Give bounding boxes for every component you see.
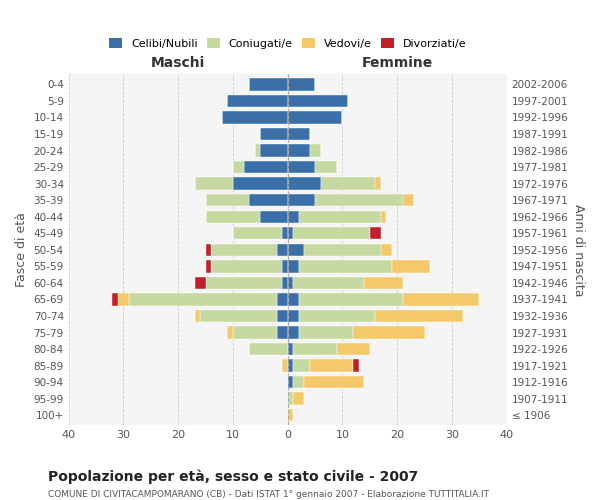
Bar bbox=[293, 227, 370, 239]
Bar bbox=[287, 194, 315, 206]
Bar bbox=[381, 244, 392, 256]
Bar bbox=[282, 360, 287, 372]
Bar bbox=[277, 326, 287, 338]
Bar bbox=[353, 326, 425, 338]
Bar bbox=[364, 276, 403, 289]
Bar bbox=[287, 210, 299, 223]
Bar bbox=[299, 210, 381, 223]
Text: COMUNE DI CIVITACAMPOMARANO (CB) - Dati ISTAT 1° gennaio 2007 - Elaborazione TUT: COMUNE DI CIVITACAMPOMARANO (CB) - Dati … bbox=[48, 490, 489, 499]
Bar bbox=[129, 293, 277, 306]
Bar bbox=[118, 293, 129, 306]
Bar bbox=[211, 244, 277, 256]
Bar bbox=[293, 360, 310, 372]
Bar bbox=[293, 376, 304, 388]
Bar bbox=[299, 310, 376, 322]
Bar bbox=[260, 128, 287, 140]
Text: Maschi: Maschi bbox=[151, 56, 205, 70]
Bar bbox=[392, 260, 430, 272]
Bar bbox=[299, 260, 392, 272]
Text: Femmine: Femmine bbox=[362, 56, 433, 70]
Bar bbox=[200, 310, 277, 322]
Bar bbox=[222, 112, 287, 124]
Bar bbox=[304, 376, 364, 388]
Bar bbox=[381, 210, 386, 223]
Text: Popolazione per età, sesso e stato civile - 2007: Popolazione per età, sesso e stato civil… bbox=[48, 470, 418, 484]
Bar bbox=[255, 144, 260, 157]
Bar bbox=[250, 78, 287, 90]
Bar bbox=[233, 178, 287, 190]
Bar bbox=[315, 194, 403, 206]
Bar bbox=[320, 178, 376, 190]
Bar bbox=[293, 343, 337, 355]
Bar bbox=[244, 161, 287, 173]
Bar bbox=[233, 326, 277, 338]
Bar bbox=[287, 409, 293, 422]
Bar bbox=[370, 227, 381, 239]
Bar bbox=[287, 95, 348, 107]
Bar bbox=[282, 260, 287, 272]
Y-axis label: Fasce di età: Fasce di età bbox=[15, 212, 28, 288]
Bar bbox=[353, 360, 359, 372]
Bar bbox=[282, 276, 287, 289]
Bar bbox=[250, 194, 287, 206]
Bar bbox=[211, 260, 282, 272]
Bar bbox=[287, 161, 315, 173]
Bar bbox=[206, 244, 211, 256]
Bar bbox=[260, 210, 287, 223]
Bar bbox=[194, 310, 200, 322]
Bar bbox=[194, 178, 233, 190]
Bar bbox=[287, 128, 310, 140]
Bar bbox=[310, 144, 320, 157]
Bar bbox=[403, 194, 413, 206]
Bar bbox=[206, 210, 260, 223]
Bar bbox=[304, 244, 381, 256]
Bar bbox=[299, 293, 403, 306]
Legend: Celibi/Nubili, Coniugati/e, Vedovi/e, Divorziati/e: Celibi/Nubili, Coniugati/e, Vedovi/e, Di… bbox=[106, 34, 470, 52]
Bar bbox=[227, 95, 287, 107]
Bar bbox=[277, 310, 287, 322]
Bar bbox=[287, 293, 299, 306]
Bar bbox=[403, 293, 479, 306]
Y-axis label: Anni di nascita: Anni di nascita bbox=[572, 204, 585, 296]
Bar bbox=[206, 276, 282, 289]
Bar bbox=[337, 343, 370, 355]
Bar bbox=[287, 78, 315, 90]
Bar bbox=[277, 293, 287, 306]
Bar bbox=[250, 343, 287, 355]
Bar bbox=[287, 392, 293, 405]
Bar bbox=[112, 293, 118, 306]
Bar bbox=[287, 360, 293, 372]
Bar bbox=[287, 260, 299, 272]
Bar bbox=[287, 178, 320, 190]
Bar bbox=[287, 326, 299, 338]
Bar bbox=[277, 244, 287, 256]
Bar bbox=[287, 343, 293, 355]
Bar bbox=[287, 376, 293, 388]
Bar bbox=[233, 227, 282, 239]
Bar bbox=[227, 326, 233, 338]
Bar bbox=[287, 112, 343, 124]
Bar bbox=[206, 194, 250, 206]
Bar bbox=[299, 326, 353, 338]
Bar bbox=[287, 144, 310, 157]
Bar bbox=[287, 276, 293, 289]
Bar bbox=[293, 392, 304, 405]
Bar bbox=[293, 276, 364, 289]
Bar bbox=[206, 260, 211, 272]
Bar bbox=[194, 276, 206, 289]
Bar bbox=[282, 227, 287, 239]
Bar bbox=[315, 161, 337, 173]
Bar bbox=[287, 227, 293, 239]
Bar bbox=[233, 161, 244, 173]
Bar bbox=[310, 360, 353, 372]
Bar bbox=[376, 178, 381, 190]
Bar bbox=[287, 244, 304, 256]
Bar bbox=[260, 144, 287, 157]
Bar bbox=[376, 310, 463, 322]
Bar bbox=[287, 310, 299, 322]
